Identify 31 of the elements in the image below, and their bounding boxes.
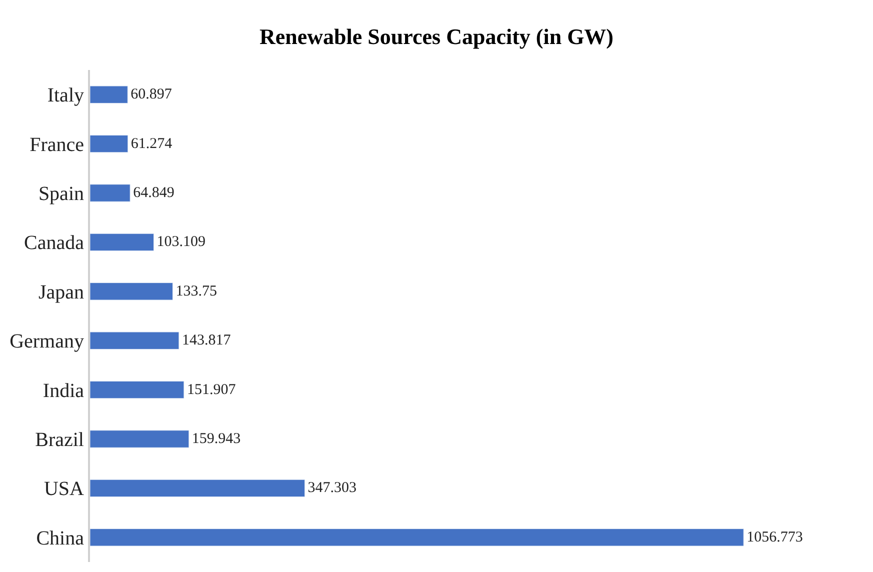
data-label: 151.907 [186,382,236,398]
data-label: 60.897 [130,86,172,103]
data-label: 347.303 [308,480,357,496]
y-tick-label: China [36,527,84,550]
bar [90,233,154,252]
data-label: 1056.773 [746,529,803,546]
y-tick-label: France [30,134,84,156]
y-tick-label: India [42,380,84,402]
y-tick-label: Canada [24,232,84,254]
y-tick-label: Germany [10,330,84,353]
data-label: 103.109 [156,234,206,250]
chart-title: Renewable Sources Capacity (in GW) [259,24,614,49]
data-label: 61.274 [130,136,173,152]
y-tick-label: Spain [38,183,84,205]
y-tick-label: Italy [47,84,84,107]
bar [90,134,128,153]
data-label: 133.75 [176,283,217,300]
bar [90,332,180,350]
y-tick-label: USA [44,478,85,500]
bar [90,282,173,300]
data-label: 159.943 [192,431,241,447]
bar [90,380,184,399]
bar [90,528,744,546]
bar [90,184,130,202]
y-tick-label: Japan [38,281,84,304]
data-label: 64.849 [133,185,174,201]
bar [90,430,190,448]
bar [90,86,128,104]
y-tick-label: Brazil [35,429,84,451]
data-label: 143.817 [182,332,232,349]
bar [90,479,306,498]
